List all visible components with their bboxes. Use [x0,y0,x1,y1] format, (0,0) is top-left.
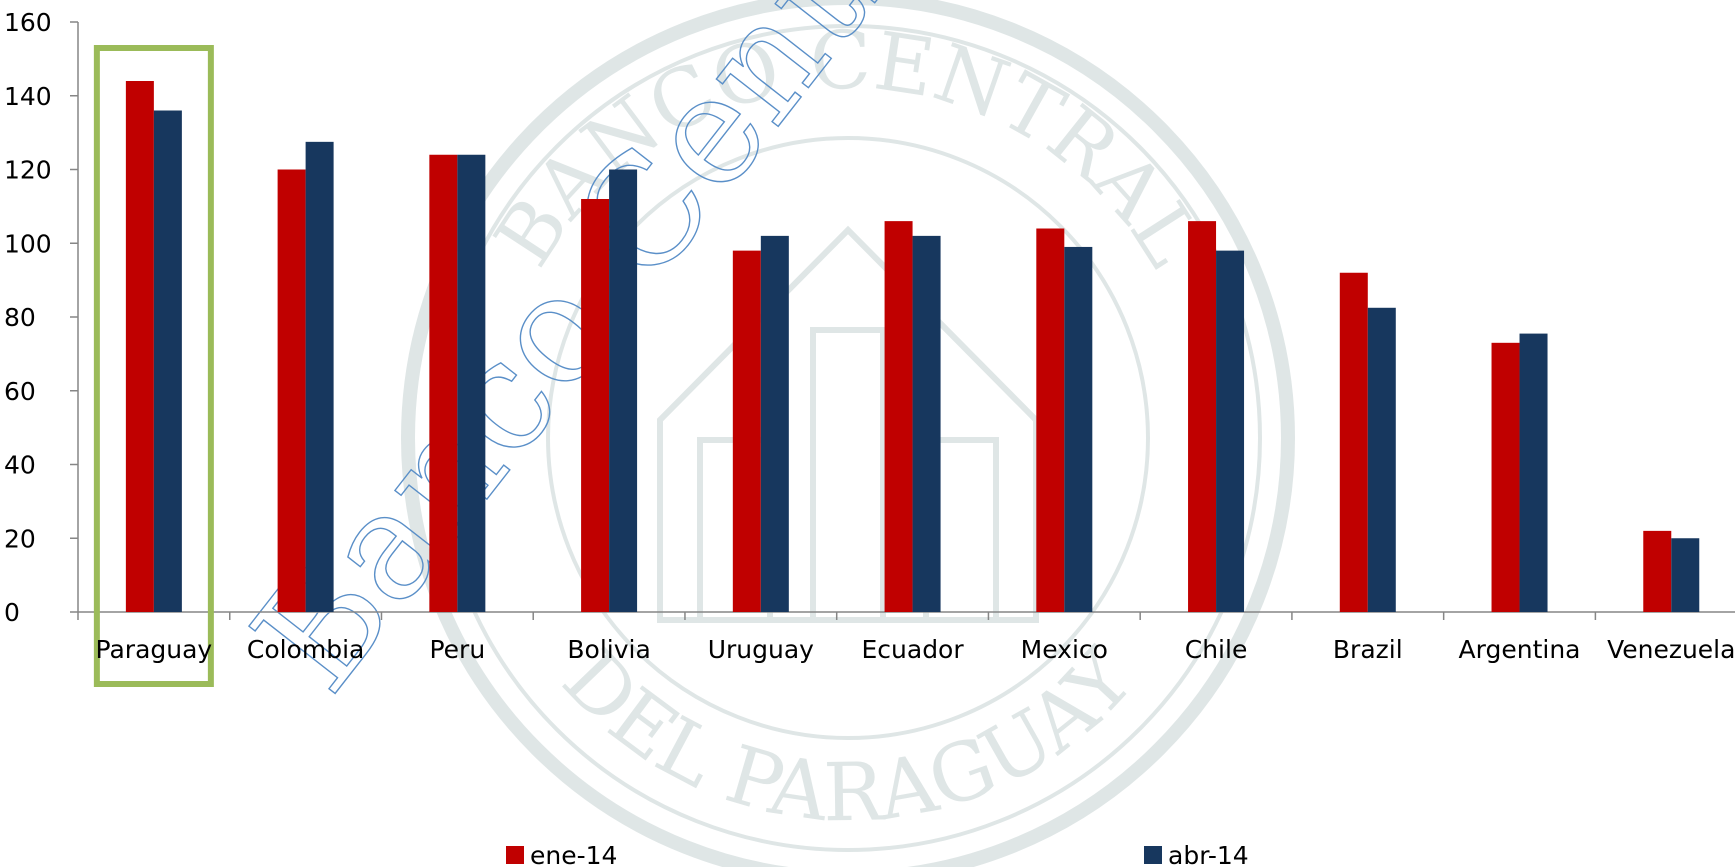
y-tick-label: 20 [4,524,36,553]
bar-abr-14-peru [457,154,486,612]
y-tick-label: 140 [4,82,52,111]
y-tick-label: 100 [4,229,52,258]
chart-bars [93,45,1700,687]
bar-ene-14-brazil [1339,272,1368,612]
x-tick-label: Venezuela [1607,635,1735,664]
bar-abr-14-ecuador [912,235,941,612]
x-tick-label: Brazil [1333,635,1403,664]
bar-abr-14-paraguay [153,110,182,612]
chart-legend: ene-14 abr-14 [506,841,1249,867]
bar-abr-14-bolivia [609,169,638,612]
chart-labels: Paraguay Colombia Peru Bolivia Uruguay Ecuado… [96,635,1735,664]
bar-ene-14-bolivia [581,199,610,612]
bar-ene-14-mexico [1036,228,1065,612]
y-tick-label: 120 [4,156,52,185]
bar-abr-14-brazil [1367,307,1396,612]
bar-ene-14-ecuador [884,221,913,612]
bar-ene-14-argentina [1491,342,1520,612]
bar-ene-14-paraguay [125,81,154,612]
chart-axes: 0 20 40 60 80 100 120 140 160 [4,8,1735,627]
y-tick-label: 60 [4,377,36,406]
bar-abr-14-venezuela [1671,538,1700,612]
legend-label-ene-14: ene-14 [530,841,617,867]
bar-abr-14-colombia [305,141,334,612]
bar-abr-14-uruguay [760,235,789,612]
bar-abr-14-mexico [1064,246,1093,612]
y-tick-label: 160 [4,8,52,37]
y-tick-label: 0 [4,598,20,627]
bar-ene-14-chile [1188,221,1217,612]
x-tick-label: Chile [1185,635,1248,664]
x-tick-label: Uruguay [708,635,814,664]
bar-abr-14-chile [1216,250,1245,612]
x-tick-label: Ecuador [861,635,964,664]
y-tick-label: 40 [4,451,36,480]
legend-swatch-ene-14 [506,846,524,864]
bar-ene-14-venezuela [1643,530,1672,612]
bar-ene-14-uruguay [732,250,761,612]
x-tick-label: Argentina [1459,635,1581,664]
x-tick-label: Paraguay [96,635,213,664]
x-tick-label: Peru [429,635,485,664]
bar-ene-14-colombia [277,169,306,612]
legend-label-abr-14: abr-14 [1168,841,1249,867]
x-tick-label: Bolivia [567,635,650,664]
bar-ene-14-peru [429,154,458,612]
bar-abr-14-argentina [1519,333,1548,612]
legend-swatch-abr-14 [1144,846,1162,864]
y-tick-label: 80 [4,303,36,332]
highlight-box [93,45,214,687]
x-tick-label: Mexico [1021,635,1108,664]
watermark-building-icon [657,225,1039,623]
x-tick-label: Colombia [247,635,364,664]
